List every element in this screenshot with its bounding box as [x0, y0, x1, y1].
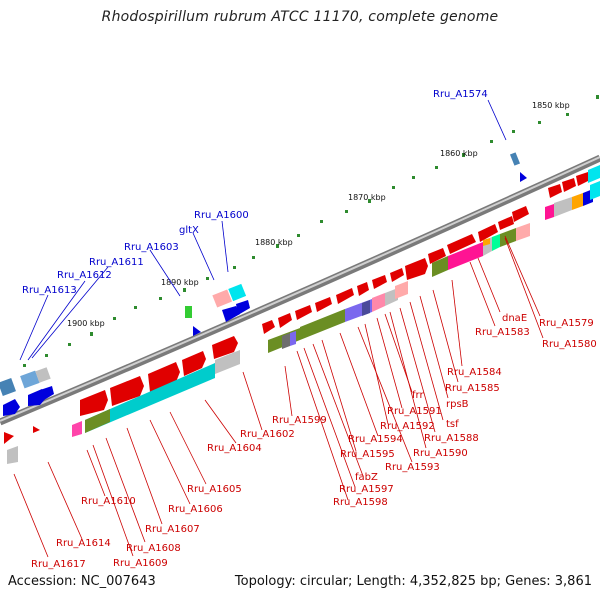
gene-arrow — [33, 426, 40, 433]
gene-label-rpsb[interactable]: rpsB — [446, 399, 469, 410]
gene-label-rru-a1595[interactable]: Rru_A1595 — [340, 449, 395, 460]
gene-arrow — [315, 297, 332, 312]
cog-blocks — [0, 152, 600, 464]
gene-label-rru-a1609[interactable]: Rru_A1609 — [113, 558, 168, 569]
gene-label-rru-a1584[interactable]: Rru_A1584 — [447, 367, 502, 378]
gene-arrow — [576, 172, 590, 186]
gene-arrow — [295, 305, 312, 320]
gene-arrow — [222, 306, 240, 322]
gene-label-rru-a1611[interactable]: Rru_A1611 — [89, 257, 144, 268]
red-gene-labels: Rru_A1579 Rru_A1580 dnaE Rru_A1583 Rru_A… — [31, 313, 597, 570]
gene-arrow — [447, 234, 476, 254]
gene-arrow — [182, 351, 206, 376]
gene-label-rru-a1605[interactable]: Rru_A1605 — [187, 484, 242, 495]
red-leader-lines — [13, 235, 544, 558]
gene-label-rru-a1592[interactable]: Rru_A1592 — [380, 421, 435, 432]
gene-label-rru-a1612[interactable]: Rru_A1612 — [57, 270, 112, 281]
gene-label-rru-a1602[interactable]: Rru_A1602 — [240, 429, 295, 440]
gene-label-rru-a1590[interactable]: Rru_A1590 — [413, 448, 468, 459]
gene-arrow — [390, 268, 404, 282]
gene-label-fabz[interactable]: fabZ — [355, 472, 378, 483]
gene-label-rru-a1583[interactable]: Rru_A1583 — [475, 327, 530, 338]
gene-label-rru-a1600[interactable]: Rru_A1600 — [194, 210, 249, 221]
gene-arrow — [562, 178, 576, 192]
gene-label-gltx[interactable]: gltX — [179, 225, 199, 236]
gene-arrow — [478, 224, 498, 242]
gene-label-rru-a1591[interactable]: Rru_A1591 — [387, 406, 442, 417]
blue-leader-lines — [19, 99, 507, 361]
gene-arrow — [520, 172, 527, 182]
tick-labels: 1850 kbp 1860 kbp 1870 kbp 1880 kbp 1890… — [67, 101, 570, 328]
gene-arrow — [262, 320, 275, 334]
gene-label-rru-a1593[interactable]: Rru_A1593 — [385, 462, 440, 473]
gene-arrow — [40, 386, 54, 400]
gene-label-rru-a1614[interactable]: Rru_A1614 — [56, 538, 111, 549]
gene-label-dnae[interactable]: dnaE — [502, 313, 527, 324]
gene-arrow — [80, 390, 108, 416]
gene-arrow — [372, 275, 387, 289]
gene-label-frr[interactable]: frr — [412, 390, 424, 401]
genome-title: Rhodospirillum rubrum ATCC 11170, comple… — [101, 9, 499, 25]
tick-label-1880: 1880 kbp — [255, 238, 293, 247]
tick-label-1860: 1860 kbp — [440, 149, 478, 158]
gene-arrow — [548, 184, 562, 198]
topology-summary: Topology: circular; Length: 4,352,825 bp… — [234, 574, 592, 589]
gene-arrow — [498, 216, 514, 230]
gene-arrow — [193, 326, 201, 336]
backbone-highlight — [0, 156, 600, 422]
gene-label-rru-a1580[interactable]: Rru_A1580 — [542, 339, 597, 350]
gene-label-tsf[interactable]: tsf — [446, 419, 459, 430]
tick-label-1890: 1890 kbp — [161, 278, 199, 287]
gene-label-rru-a1598[interactable]: Rru_A1598 — [333, 497, 388, 508]
gene-arrow — [3, 399, 20, 416]
gene-arrow — [212, 336, 238, 359]
gene-label-rru-a1606[interactable]: Rru_A1606 — [168, 504, 223, 515]
gene-arrow — [357, 282, 369, 296]
forward-genes — [4, 172, 590, 444]
gene-label-rru-a1607[interactable]: Rru_A1607 — [145, 524, 200, 535]
gene-arrow — [405, 258, 428, 280]
gene-label-rru-a1613[interactable]: Rru_A1613 — [22, 285, 77, 296]
gene-label-rru-a1608[interactable]: Rru_A1608 — [126, 543, 181, 554]
gene-label-rru-a1594[interactable]: Rru_A1594 — [348, 434, 403, 445]
gene-arrow — [148, 362, 180, 392]
scale-ring — [23, 95, 599, 367]
gene-arrow — [428, 248, 446, 264]
gene-label-rru-a1603[interactable]: Rru_A1603 — [124, 242, 179, 253]
gene-label-rru-a1617[interactable]: Rru_A1617 — [31, 559, 86, 570]
reverse-genes — [3, 172, 527, 416]
gene-label-rru-a1610[interactable]: Rru_A1610 — [81, 496, 136, 507]
tick-label-1870: 1870 kbp — [348, 193, 386, 202]
gene-arrow — [110, 376, 144, 406]
tick-label-1850: 1850 kbp — [532, 101, 570, 110]
gene-label-rru-a1588[interactable]: Rru_A1588 — [424, 433, 479, 444]
gene-arrow — [278, 313, 292, 328]
blue-gene-labels: Rru_A1574 Rru_A1600 gltX Rru_A1603 Rru_A… — [22, 89, 488, 296]
gene-arrow — [236, 300, 250, 315]
gene-label-rru-a1585[interactable]: Rru_A1585 — [445, 383, 500, 394]
gene-label-rru-a1597[interactable]: Rru_A1597 — [339, 484, 394, 495]
gene-arrow — [336, 288, 354, 304]
tick-label-1900: 1900 kbp — [67, 319, 105, 328]
gene-label-rru-a1574[interactable]: Rru_A1574 — [433, 89, 488, 100]
gene-label-rru-a1604[interactable]: Rru_A1604 — [207, 443, 262, 454]
gene-arrow — [512, 206, 529, 222]
gene-label-rru-a1599[interactable]: Rru_A1599 — [272, 415, 327, 426]
accession-text: Accession: NC_007643 — [8, 574, 156, 589]
gene-label-rru-a1579[interactable]: Rru_A1579 — [539, 318, 594, 329]
gene-arrow — [4, 432, 14, 444]
